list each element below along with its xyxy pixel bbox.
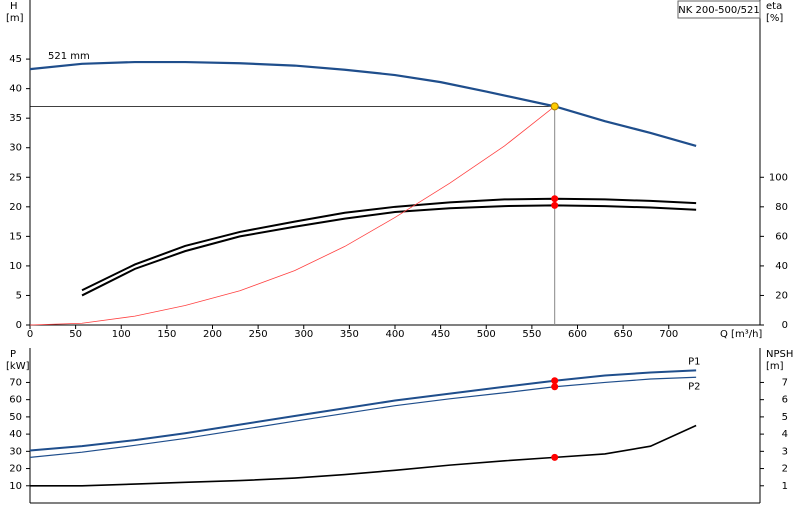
marker: [551, 453, 559, 461]
x-tick-label: 700: [659, 329, 678, 340]
y-tick-label: 20: [9, 202, 22, 213]
x-tick-label: 400: [385, 329, 404, 340]
series-label: P2: [688, 381, 700, 392]
series-line: [81, 204, 697, 297]
x-tick-label: 350: [340, 329, 359, 340]
x-tick-label: 650: [614, 329, 633, 340]
y-tick-label: 30: [9, 143, 22, 154]
y-tick-label: 60: [9, 395, 22, 406]
series-line: [29, 376, 697, 458]
y-tick-label: 45: [9, 54, 22, 65]
annotation: NK 200-500/521: [678, 5, 759, 16]
x-tick-label: 300: [294, 329, 313, 340]
series-line: [29, 60, 697, 148]
y2-tick-label: 20: [775, 290, 788, 301]
y2-tick-label: 5: [782, 412, 788, 423]
x-tick-label: 500: [477, 329, 496, 340]
y-axis-unit: [kW]: [6, 361, 30, 372]
marker: [551, 377, 559, 385]
y2-tick-label: 100: [769, 172, 788, 183]
y2-axis-unit: [m]: [766, 361, 784, 372]
y2-tick-label: 0: [782, 320, 788, 331]
x-tick-label: 250: [249, 329, 268, 340]
y2-tick-label: 80: [775, 202, 788, 213]
x-tick-label: 200: [203, 329, 222, 340]
series-line: [29, 369, 697, 452]
y2-tick-label: 4: [782, 429, 788, 440]
x-tick-label: 600: [568, 329, 587, 340]
marker: [551, 195, 559, 203]
x-tick-label: 0: [27, 329, 33, 340]
series-label: 521 mm: [48, 51, 90, 62]
y2-tick-label: 2: [782, 464, 788, 475]
marker: [551, 383, 559, 391]
x-tick-label: 550: [522, 329, 541, 340]
marker: [550, 102, 559, 111]
y-tick-label: 40: [9, 429, 22, 440]
y-tick-label: 25: [9, 172, 22, 183]
x-axis-label: Q [m³/h]: [720, 329, 762, 340]
x-tick-label: 150: [157, 329, 176, 340]
y2-tick-label: 60: [775, 231, 788, 242]
series-label: P1: [688, 356, 700, 367]
series-line: [30, 424, 697, 487]
y-tick-label: 10: [9, 481, 22, 492]
y2-axis-label: NPSH: [766, 349, 793, 360]
y2-tick-label: 6: [782, 395, 788, 406]
y-axis-unit: [m]: [6, 13, 24, 24]
y2-tick-label: 40: [775, 261, 788, 272]
y-tick-label: 40: [9, 84, 22, 95]
y-tick-label: 5: [16, 290, 22, 301]
marker: [551, 201, 559, 209]
x-tick-label: 450: [431, 329, 450, 340]
y-tick-label: 10: [9, 261, 22, 272]
y2-axis-unit: [%]: [766, 13, 783, 24]
y-tick-label: 0: [16, 320, 22, 331]
y2-tick-label: 3: [782, 446, 788, 457]
annotation-box: [677, 0, 761, 19]
y-tick-label: 35: [9, 113, 22, 124]
x-tick-label: 50: [69, 329, 82, 340]
y-tick-label: 15: [9, 231, 22, 242]
y2-axis-label: eta: [766, 1, 782, 12]
y-tick-label: 70: [9, 377, 22, 388]
y-tick-label: 50: [9, 412, 22, 423]
x-tick-label: 100: [112, 329, 131, 340]
series-line: [29, 106, 555, 326]
y-tick-label: 20: [9, 464, 22, 475]
y2-tick-label: 7: [782, 377, 788, 388]
y-axis-label: H: [10, 1, 18, 12]
series-line: [81, 197, 697, 292]
y-axis-label: P: [10, 349, 16, 360]
y-tick-label: 30: [9, 446, 22, 457]
y2-tick-label: 1: [782, 481, 788, 492]
